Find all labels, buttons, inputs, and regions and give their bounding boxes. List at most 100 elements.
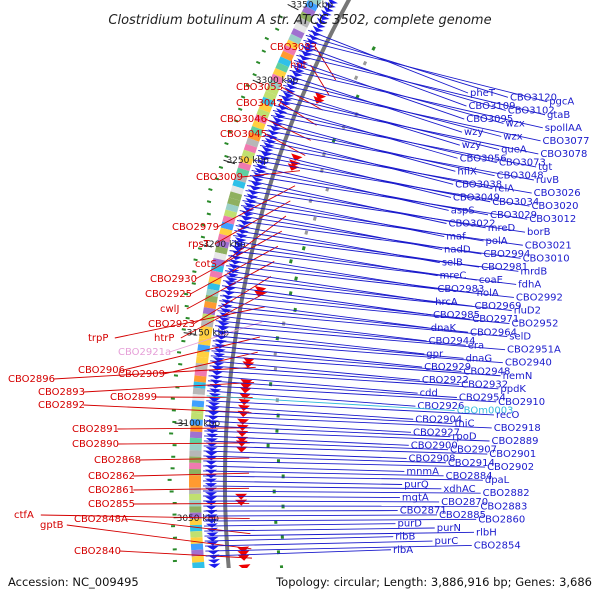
gene-label-forward[interactable]: CBO2908: [409, 453, 456, 464]
gene-label-forward[interactable]: CBO2885: [439, 510, 486, 521]
gene-label-forward[interactable]: holA: [477, 288, 499, 299]
gene-label-forward[interactable]: selD: [509, 332, 531, 343]
gene-label-forward[interactable]: rluD2: [514, 306, 541, 317]
gene-label-forward[interactable]: CBO2907: [450, 445, 497, 456]
gene-label-forward[interactable]: CBO2971: [472, 314, 519, 325]
gene-label-reverse[interactable]: CBO2893: [38, 387, 85, 398]
gene-label-forward[interactable]: rpoD: [452, 432, 477, 443]
gene-label-forward[interactable]: tgt: [538, 162, 552, 173]
gene-label-forward[interactable]: relA: [494, 184, 514, 195]
gene-label-forward[interactable]: CBO3021: [525, 240, 572, 251]
gene-label-reverse[interactable]: CBO2979: [172, 222, 219, 233]
gene-label-forward[interactable]: CBO2929: [424, 362, 471, 373]
gene-label-reverse[interactable]: cotS: [195, 259, 217, 270]
gene-label-reverse[interactable]: CBO2891: [72, 424, 119, 435]
gene-label-reverse[interactable]: CBO2899: [110, 392, 157, 403]
gene-label-forward[interactable]: purQ: [404, 480, 429, 491]
gene-label-forward[interactable]: CBO2952: [511, 319, 558, 330]
gene-label-forward[interactable]: aspS: [451, 205, 475, 216]
gene-label-forward[interactable]: cdd: [420, 388, 438, 399]
gene-label-reverse[interactable]: CBO2848A: [74, 514, 128, 525]
gene-label-reverse[interactable]: CBO2861: [88, 485, 135, 496]
gene-label-forward[interactable]: ppdK: [500, 384, 526, 395]
gene-label-forward[interactable]: dpaL: [485, 475, 510, 486]
gene-label-forward[interactable]: CBO2951A: [507, 345, 561, 356]
gene-label-reverse[interactable]: hpt: [290, 60, 307, 71]
gene-label-forward[interactable]: CBO2992: [516, 292, 563, 303]
gene-label-forward[interactable]: CBO3020: [531, 201, 578, 212]
gene-label-forward[interactable]: CBO3026: [534, 188, 581, 199]
gene-label-forward[interactable]: wzx: [506, 118, 525, 129]
gene-label-forward[interactable]: CBO2870: [441, 497, 488, 508]
gene-label-reverse[interactable]: CBO3045: [220, 129, 267, 140]
gene-label-forward[interactable]: CBO2969: [474, 301, 521, 312]
gene-label-forward[interactable]: spollAA: [545, 123, 582, 134]
gene-label-forward[interactable]: CBO2954: [459, 393, 506, 404]
gene-label-forward[interactable]: CBO2914: [448, 458, 495, 469]
gene-label-forward[interactable]: purN: [437, 523, 461, 534]
gene-label-reverse[interactable]: CBO3046: [220, 114, 267, 125]
gene-label-reverse[interactable]: CBO2868: [94, 455, 141, 466]
gene-label-forward[interactable]: CBO3029: [490, 210, 537, 221]
gene-label-forward[interactable]: CBO2983: [437, 284, 484, 295]
gene-label-forward[interactable]: xdhAC: [443, 484, 475, 495]
gene-label-reverse[interactable]: CBO3053: [236, 82, 283, 93]
gene-label-forward[interactable]: CBO2918: [494, 423, 541, 434]
gene-label-forward[interactable]: recO: [496, 410, 520, 421]
gene-label-reverse[interactable]: rpsT: [188, 239, 211, 250]
gene-label-forward[interactable]: CBO3012: [529, 214, 576, 225]
gene-label-forward[interactable]: wzy: [462, 140, 481, 151]
gene-label-forward[interactable]: ribA: [393, 545, 413, 556]
gene-label-forward[interactable]: gpr: [426, 349, 444, 360]
gene-label-forward[interactable]: maf: [446, 232, 466, 243]
gene-label-forward[interactable]: thiC: [454, 419, 474, 430]
gene-label-reverse[interactable]: htrP: [154, 333, 174, 344]
gene-label-forward[interactable]: CBO3048: [497, 171, 544, 182]
gene-label-forward[interactable]: CBO2981: [481, 262, 528, 273]
gene-label-forward[interactable]: CBO2871: [400, 506, 447, 517]
gene-label-forward[interactable]: mnmA: [406, 466, 439, 477]
gene-label-reverse[interactable]: CBO2840: [74, 546, 121, 557]
gene-label-forward[interactable]: CBO2910: [498, 397, 545, 408]
gene-label-forward[interactable]: rlbH: [476, 527, 497, 538]
gene-label-forward[interactable]: CBO2901: [489, 449, 536, 460]
gene-label-forward[interactable]: CBO2882: [483, 488, 530, 499]
gene-label-forward[interactable]: CBO2964: [470, 327, 517, 338]
gene-label-forward[interactable]: CBO2932: [461, 379, 508, 390]
gene-label-forward[interactable]: coaE: [479, 275, 503, 286]
gene-label-forward[interactable]: hrcA: [435, 297, 458, 308]
gene-label-forward[interactable]: CBO2922: [422, 375, 469, 386]
gene-label-forward[interactable]: CBO3078: [540, 149, 587, 160]
gene-label-forward[interactable]: dnaK: [431, 323, 457, 334]
gene-label-forward[interactable]: CBO2927: [413, 427, 460, 438]
gene-label-forward[interactable]: CBO2883: [480, 501, 527, 512]
gene-label-forward[interactable]: CBO2948: [463, 366, 510, 377]
gene-label-forward[interactable]: CBO2926: [417, 401, 464, 412]
gene-label-forward[interactable]: pheT: [470, 88, 496, 99]
gene-label-forward[interactable]: purD: [397, 519, 422, 530]
gene-label-reverse[interactable]: CBO2890: [72, 439, 119, 450]
gene-label-reverse[interactable]: CBO2896: [8, 374, 55, 385]
gene-label-forward[interactable]: CBO3077: [543, 136, 590, 147]
gene-label-forward[interactable]: CBO2889: [492, 436, 539, 447]
gene-label-reverse[interactable]: CBO3047: [236, 98, 283, 109]
gene-label-reverse[interactable]: CBO2906: [78, 365, 125, 376]
gene-label-reverse[interactable]: CBO2892: [38, 400, 85, 411]
gene-label-forward[interactable]: CBO2940: [505, 358, 552, 369]
gene-label-forward[interactable]: queA: [501, 145, 527, 156]
gene-label-forward[interactable]: dnaG: [466, 353, 493, 364]
gene-label-forward[interactable]: CBO2854: [474, 540, 521, 551]
gene-label-forward[interactable]: CBO3102: [508, 105, 555, 116]
gene-label-forward[interactable]: CBO3073: [499, 158, 546, 169]
gene-label-reverse[interactable]: CBO2862: [88, 471, 135, 482]
gene-label-reverse[interactable]: CBO2925: [145, 289, 192, 300]
gene-label-reverse[interactable]: trpP: [88, 333, 108, 344]
gene-label-forward[interactable]: CBO2860: [478, 514, 525, 525]
gene-label-forward[interactable]: ruvB: [536, 175, 559, 186]
gene-label-forward[interactable]: wzy: [464, 127, 483, 138]
gene-label-reverse[interactable]: cwlJ: [160, 304, 179, 315]
gene-label-reverse[interactable]: gptB: [40, 520, 64, 531]
gene-label-reverse[interactable]: CBO2923: [148, 319, 195, 330]
gene-label-forward[interactable]: borB: [527, 227, 551, 238]
gene-label-forward[interactable]: CBO3034: [492, 197, 539, 208]
